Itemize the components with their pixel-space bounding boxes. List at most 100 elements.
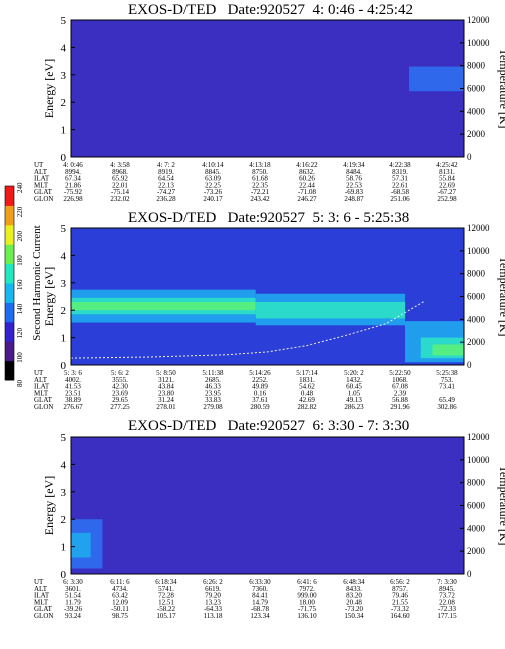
panel-3-table-cell-4-0: 6:33:30 (249, 578, 271, 586)
panel-1-ytick-label-5: 5 (61, 15, 67, 27)
panel-1-ytick-label-2: 2 (61, 97, 67, 109)
panel-3-table-cell-6-2: 83.20 (346, 592, 362, 600)
panel-2-ytick-right-label-4: 8000 (467, 269, 486, 279)
panel-1-table-cell-8-1: 8131. (439, 168, 455, 176)
panel-1-table-cell-1-5: 232.02 (110, 195, 130, 203)
panel-1-table-cell-8-3: 22.69 (439, 181, 455, 189)
panel-1-table-cell-7-0: 4:22:38 (389, 161, 411, 169)
panel-2-table-cell-3-0: 5:11:38 (202, 369, 224, 377)
panel-3-table-cell-5-1: 7972. (299, 585, 315, 593)
panel-1-table-cell-2-1: 8919. (158, 168, 174, 176)
panel-3-ytick-label-1: 1 (61, 542, 67, 554)
panel-3-table-cell-3-2: 79.20 (205, 592, 221, 600)
panel-3-table-cell-4-5: 123.34 (250, 612, 270, 620)
panel-3-table-cell-1-0: 6:11: 6 (110, 578, 130, 586)
panel-2-temperature-trace (70, 300, 425, 359)
panel-2-table-cell-2-1: 3121. (158, 376, 174, 384)
panel-2-table-row-label-4: GLAT (34, 396, 53, 404)
panel-3-table-cell-4-1: 7360. (252, 585, 268, 593)
panel-2-table-cell-8-5: 302.86 (437, 403, 457, 411)
panel-3-table-cell-8-4: -72.33 (438, 605, 457, 613)
panel-3-ytick-right-label-2: 4000 (467, 523, 486, 533)
panel-2-table-cell-5-0: 5:17:14 (296, 369, 318, 377)
panel-2-band-4 (255, 301, 406, 319)
panel-3-table-cell-5-0: 6:41: 6 (297, 578, 317, 586)
panel-2-table-cell-4-3: 0.16 (254, 389, 267, 397)
panel-3-ytick-right-label-3: 6000 (467, 501, 486, 511)
panel-1-ylabel: Energy [eV] (42, 59, 56, 118)
panel-3-table-cell-5-4: -71.75 (298, 605, 317, 613)
panel-1-ytick-right-label-0: 0 (467, 152, 472, 162)
colorbar-segment-5 (5, 263, 14, 284)
colorbar-label: Second Harmonic Current (31, 225, 43, 340)
panel-3-table-cell-5-5: 136.10 (297, 612, 317, 620)
panel-1-table-row-label-1: ALT (34, 168, 48, 176)
panel-2-ytick-right-label-1: 2000 (467, 337, 486, 347)
panel-2-table-cell-4-5: 280.59 (250, 403, 270, 411)
panel-3-table-cell-0-5: 93.24 (65, 612, 81, 620)
colorbar-tick-8: 240 (16, 182, 24, 193)
panel-3-ytick-right-label-0: 0 (467, 569, 472, 579)
panel-3-table-cell-3-1: 6619. (205, 585, 221, 593)
panel-3-table-cell-8-1: 8945. (439, 585, 455, 593)
panel-3-table-cell-1-4: -50.11 (111, 605, 129, 613)
panel-3-ytick-label-4: 4 (61, 459, 67, 471)
panel-1-table-cell-4-2: 61.68 (252, 175, 268, 183)
panel-2-table-cell-8-2: 73.41 (439, 383, 455, 391)
panel-1-table-row-label-4: GLAT (34, 188, 53, 196)
panel-3-table-cell-2-4: -58.22 (157, 605, 176, 613)
panel-3-table-row-label-5: GLON (34, 612, 53, 620)
panel-2-ytick-right-label-0: 0 (467, 360, 472, 370)
panel-3-table-row-label-1: ALT (34, 585, 48, 593)
panel-3-ylabel: Energy [eV] (42, 476, 56, 535)
panel-3-table-cell-0-4: -39.26 (64, 605, 83, 613)
panel-2-table-cell-5-2: 54.62 (299, 383, 315, 391)
panel-3-table-cell-2-1: 5741. (158, 585, 174, 593)
colorbar-segment-3 (5, 302, 14, 323)
panel-1-ylabel-right: Temperature [K] (497, 48, 505, 128)
panel-1-table-cell-6-3: 22.53 (346, 181, 362, 189)
panel-3-table-cell-7-3: 21.55 (392, 598, 408, 606)
panel-3-table-cell-6-1: 8433. (346, 585, 362, 593)
panel-3-table-cell-3-3: 13.23 (205, 598, 221, 606)
panel-1-table-cell-2-5: 236.28 (156, 195, 176, 203)
panel-1-table-cell-6-2: 58.76 (346, 175, 362, 183)
panel-1-table-cell-3-5: 240.17 (203, 195, 223, 203)
panel-2-band-7 (432, 344, 464, 356)
panel-3-table-cell-4-3: 14.79 (252, 598, 268, 606)
panel-1-table-cell-4-0: 4:13:18 (249, 161, 271, 169)
panel-2-table-cell-1-0: 5: 6: 2 (111, 369, 129, 377)
panel-3-table-cell-1-1: 4734. (112, 585, 128, 593)
panel-1-table-cell-0-0: 4: 0:46 (63, 161, 83, 169)
panel-2-table-cell-8-0: 5:25:38 (436, 369, 458, 377)
panel-3-table-cell-3-4: -64.33 (204, 605, 223, 613)
panel-1-table-cell-5-3: 22.44 (299, 181, 315, 189)
panel-1-table-cell-2-0: 4: 7: 2 (157, 161, 175, 169)
panel-3-table-cell-8-3: 22.08 (439, 598, 455, 606)
panel-2-table-cell-6-5: 286.23 (344, 403, 364, 411)
panel-1-table-cell-6-0: 4:19:34 (343, 161, 365, 169)
panel-2-table-cell-7-0: 5:22:50 (389, 369, 411, 377)
colorbar-tick-0: 80 (16, 380, 24, 388)
panel-1-table-cell-7-4: -68.58 (391, 188, 410, 196)
panel-1-table-cell-3-4: -73.26 (204, 188, 223, 196)
panel-1-ytick-right-label-3: 6000 (467, 84, 486, 94)
panel-1-table-cell-4-4: -72.21 (251, 188, 270, 196)
panel-3-table-cell-2-0: 6:18:34 (155, 578, 177, 586)
panel-2-table-row-label-5: GLON (34, 403, 53, 411)
panel-3-table-row-label-0: UT (34, 578, 44, 586)
panel-1-table-cell-1-4: -75.14 (111, 188, 130, 196)
panel-2-ytick-label-5: 5 (61, 223, 67, 235)
panel-2-table-cell-7-3: 2.39 (394, 389, 407, 397)
panel-1-table-cell-3-1: 8845. (205, 168, 221, 176)
panel-2-table-cell-0-0: 5: 3: 6 (64, 369, 82, 377)
panel-2-table-cell-8-1: 753. (441, 376, 454, 384)
panel-2-table-cell-2-4: 31.24 (158, 396, 174, 404)
panel-1-table-cell-7-2: 57.31 (392, 175, 408, 183)
panel-2-table-cell-8-4: 65.49 (439, 396, 455, 404)
panel-2-table-cell-6-1: 1432. (346, 376, 362, 384)
panel-2-table-cell-3-2: 46.33 (205, 383, 221, 391)
panel-1-table-row-label-2: ILAT (34, 175, 50, 183)
panel-2-ytick-label-0: 0 (61, 360, 67, 372)
panel-3-table-cell-6-4: -73.20 (345, 605, 364, 613)
